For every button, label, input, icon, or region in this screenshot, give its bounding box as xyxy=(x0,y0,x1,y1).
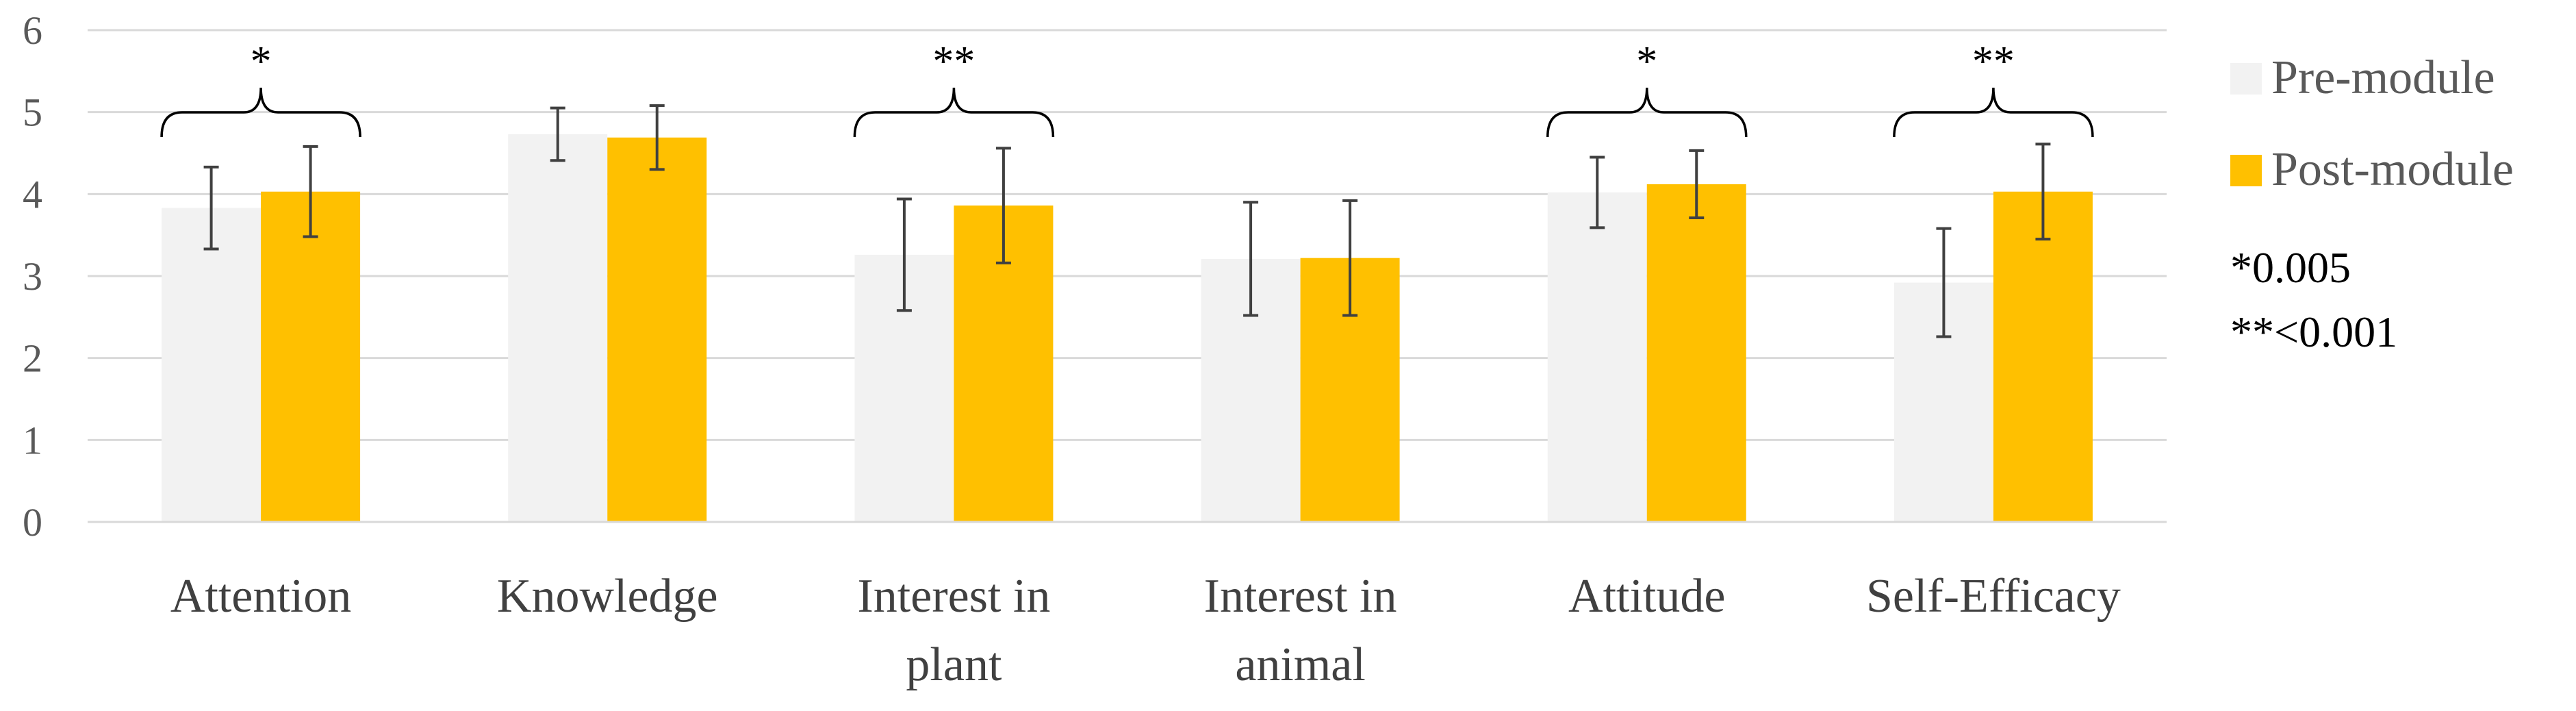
y-tick-label: 6 xyxy=(23,8,42,53)
bar-post xyxy=(261,191,361,522)
significance-marker: ** xyxy=(1972,38,2015,85)
category-label: Interest in xyxy=(1204,570,1397,623)
legend-label: Pre-module xyxy=(2271,51,2495,104)
significance-marker: ** xyxy=(932,38,975,85)
y-tick-label: 3 xyxy=(23,254,42,299)
significance-marker: * xyxy=(1636,38,1657,85)
significance-bracket xyxy=(1893,87,2094,138)
bar-pre xyxy=(162,208,262,522)
y-tick-label: 5 xyxy=(23,90,42,135)
category-label: plant xyxy=(906,638,1002,691)
y-tick-label: 1 xyxy=(23,418,42,462)
bar-post xyxy=(607,137,707,523)
bar-pre xyxy=(1547,192,1647,522)
y-tick-label: 0 xyxy=(23,500,42,545)
category-label: Attitude xyxy=(1568,570,1725,623)
significance-marker: * xyxy=(251,38,272,85)
y-tick-label: 4 xyxy=(23,172,42,216)
bar-post xyxy=(1993,191,2093,522)
category-label: Self-Efficacy xyxy=(1866,570,2121,623)
significance-bracket xyxy=(160,87,361,138)
significance-bracket xyxy=(853,87,1055,138)
category-label: Attention xyxy=(170,570,351,623)
category-label: Knowledge xyxy=(497,570,718,623)
category-label: Interest in xyxy=(857,570,1050,623)
legend-label: Post-module xyxy=(2271,143,2514,196)
bar-pre xyxy=(508,134,608,522)
bar-post xyxy=(1646,184,1746,522)
category-label: animal xyxy=(1235,638,1365,691)
significance-bracket xyxy=(1546,87,1748,138)
y-tick-label: 2 xyxy=(23,336,42,381)
significance-note: *0.005 xyxy=(2230,243,2351,292)
legend-swatch-pre xyxy=(2230,63,2262,95)
significance-note: **<0.001 xyxy=(2230,308,2397,356)
legend-swatch-post xyxy=(2230,155,2262,186)
